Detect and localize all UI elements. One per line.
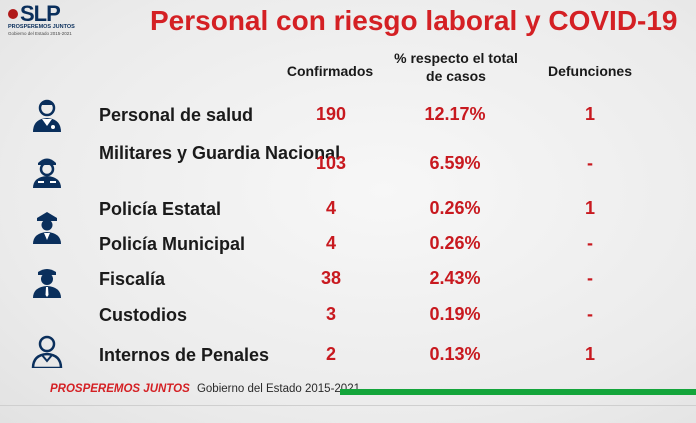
row-label: Policía Municipal: [99, 234, 246, 254]
deaths-value: 1: [584, 198, 595, 218]
footer-green-bar: [340, 389, 696, 395]
row-label: Militares y Guardia Nacional: [99, 143, 341, 163]
logo-tagline: PROSPEREMOS JUNTOS: [8, 24, 75, 30]
percent-value: 2.43%: [429, 268, 481, 288]
column-header-deaths: Defunciones: [547, 63, 632, 79]
percent-value: 12.17%: [424, 104, 486, 124]
inmate-icon: [31, 335, 63, 368]
confirmed-value: 3: [325, 304, 336, 324]
state-police-icon: [33, 212, 61, 244]
slp-logo: SLP PROSPEREMOS JUNTOS Gobierno del Esta…: [8, 1, 90, 37]
column-header-confirmed: Confirmados: [286, 63, 374, 79]
percent-value: 0.26%: [429, 198, 481, 218]
deaths-value: -: [587, 153, 593, 173]
confirmed-value: 190: [315, 104, 347, 124]
percent-value: 0.13%: [429, 344, 481, 364]
confirmed-value: 4: [325, 198, 336, 218]
row-label: Internos de Penales: [99, 345, 270, 365]
prosecutor-icon: [33, 269, 61, 298]
footer: PROSPEREMOS JUNTOS Gobierno del Estado 2…: [50, 383, 360, 395]
deaths-value: -: [587, 304, 593, 324]
logo-mark-text: SLP: [20, 1, 61, 26]
deaths-value: 1: [584, 104, 595, 124]
logo-emblem-icon: [8, 9, 18, 19]
soldier-icon: [33, 158, 61, 188]
footer-government: Gobierno del Estado 2015-2021: [196, 383, 360, 395]
confirmed-value: 103: [315, 153, 347, 173]
confirmed-value: 4: [325, 233, 336, 253]
percent-value: 6.59%: [429, 153, 481, 173]
footer-divider: [0, 405, 696, 406]
row-label: Personal de salud: [99, 105, 254, 125]
percent-value: 0.26%: [429, 233, 481, 253]
deaths-value: -: [587, 268, 593, 288]
footer-brand: PROSPEREMOS JUNTOS: [50, 383, 190, 395]
column-header-percent: % respecto el total de casos: [394, 50, 518, 84]
deaths-value: -: [587, 233, 593, 253]
logo-subline: Gobierno del Estado 2015-2021: [8, 31, 72, 36]
confirmed-value: 38: [320, 268, 342, 288]
health-worker-icon: [33, 99, 61, 132]
percent-value: 0.19%: [429, 304, 481, 324]
page-title: Personal con riesgo laboral y COVID-19: [150, 5, 678, 36]
deaths-value: 1: [584, 344, 595, 364]
row-label: Custodios: [99, 305, 187, 325]
row-label: Policía Estatal: [99, 199, 222, 219]
confirmed-value: 2: [325, 344, 336, 364]
row-label: Fiscalía: [99, 269, 166, 289]
